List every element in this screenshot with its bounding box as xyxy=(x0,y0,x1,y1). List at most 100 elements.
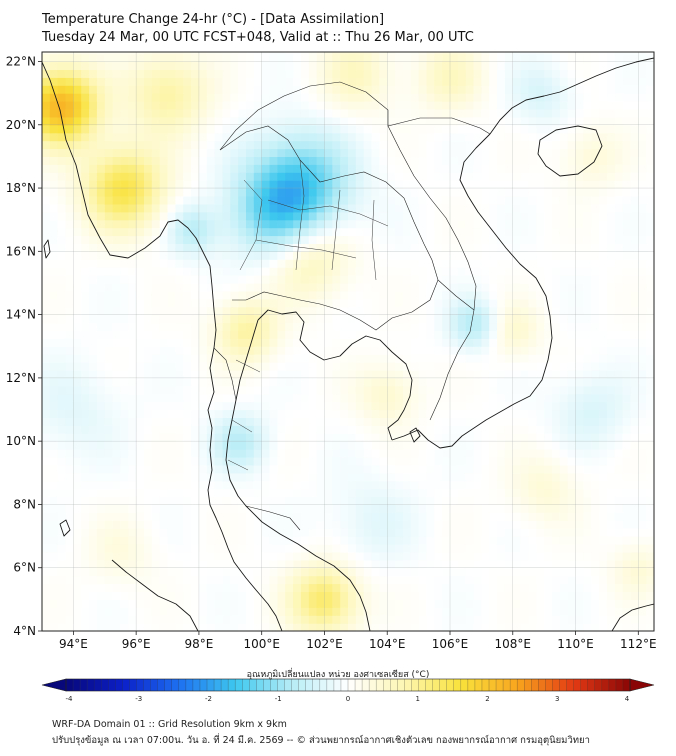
field-cell xyxy=(536,401,545,411)
field-cell xyxy=(324,575,333,585)
field-cell xyxy=(246,354,255,363)
field-cell xyxy=(434,259,443,268)
field-cell xyxy=(395,306,404,316)
field-cell xyxy=(465,283,475,292)
field-cell xyxy=(395,377,404,387)
field-cell xyxy=(497,148,506,157)
field-cell xyxy=(136,251,145,260)
field-cell xyxy=(559,591,569,600)
field-cell xyxy=(363,449,373,458)
field-cell xyxy=(520,567,529,577)
field-cell xyxy=(363,243,373,252)
field-cell xyxy=(175,140,184,150)
field-cell xyxy=(450,464,459,474)
field-cell xyxy=(465,409,475,418)
field-cell xyxy=(277,275,286,284)
field-cell xyxy=(293,583,302,592)
field-cell xyxy=(269,441,278,450)
field-cell xyxy=(191,132,200,142)
field-cell xyxy=(89,480,98,490)
field-cell xyxy=(504,219,514,229)
field-cell xyxy=(504,211,514,221)
field-cell xyxy=(379,615,388,624)
field-cell xyxy=(646,298,654,308)
field-cell xyxy=(198,354,208,363)
field-cell xyxy=(552,385,561,395)
field-cell xyxy=(434,496,443,505)
field-cell xyxy=(481,243,490,252)
field-cell xyxy=(599,536,608,545)
field-cell xyxy=(308,520,318,529)
field-cell xyxy=(418,520,427,529)
field-cell xyxy=(144,409,153,418)
field-cell xyxy=(191,156,200,165)
field-cell xyxy=(112,377,121,387)
field-cell xyxy=(544,180,553,189)
field-cell xyxy=(65,536,74,545)
field-cell xyxy=(49,219,59,229)
field-cell xyxy=(348,504,357,513)
field-cell xyxy=(81,425,90,434)
field-cell xyxy=(606,567,616,577)
field-cell xyxy=(418,496,427,505)
field-cell xyxy=(410,243,420,252)
field-cell xyxy=(183,164,192,173)
field-cell xyxy=(175,472,184,482)
field-cell xyxy=(49,338,59,347)
field-cell xyxy=(49,180,59,189)
field-cell xyxy=(497,512,506,521)
field-cell xyxy=(308,409,318,418)
field-cell xyxy=(144,512,153,521)
field-cell xyxy=(646,267,654,276)
field-cell xyxy=(355,425,365,434)
field-cell xyxy=(410,164,420,173)
field-cell xyxy=(457,164,467,173)
field-cell xyxy=(151,457,161,466)
field-cell xyxy=(536,275,545,284)
field-cell xyxy=(269,377,278,387)
field-cell xyxy=(285,243,294,252)
field-cell xyxy=(191,267,200,276)
field-cell xyxy=(606,211,616,221)
field-cell xyxy=(481,219,490,229)
field-cell xyxy=(591,267,600,276)
field-cell xyxy=(348,536,357,545)
field-cell xyxy=(371,235,380,244)
field-cell xyxy=(57,599,67,608)
field-cell xyxy=(151,520,161,529)
field-cell xyxy=(379,338,388,347)
field-cell xyxy=(175,148,184,157)
field-cell xyxy=(136,472,145,482)
field-cell xyxy=(214,544,223,553)
field-cell xyxy=(497,314,506,324)
field-cell xyxy=(340,322,349,331)
field-cell xyxy=(630,298,639,308)
field-cell xyxy=(65,140,74,150)
field-cell xyxy=(175,132,184,142)
field-cell xyxy=(465,346,475,355)
field-cell xyxy=(465,551,475,561)
field-cell xyxy=(308,457,318,466)
field-cell xyxy=(599,496,608,505)
field-cell xyxy=(57,512,67,521)
field-cell xyxy=(214,124,223,134)
field-cell xyxy=(238,283,247,292)
field-cell xyxy=(434,464,443,474)
field-cell xyxy=(269,583,278,592)
field-cell xyxy=(198,227,208,237)
field-cell xyxy=(230,267,239,276)
field-cell xyxy=(136,449,145,458)
field-cell xyxy=(504,385,514,395)
field-cell xyxy=(528,164,537,173)
field-cell xyxy=(222,188,231,197)
field-cell xyxy=(591,346,600,355)
field-cell xyxy=(269,148,278,157)
field-cell xyxy=(340,623,349,631)
field-cell xyxy=(49,346,59,355)
field-cell xyxy=(277,457,286,466)
field-cell xyxy=(387,409,396,418)
field-cell xyxy=(230,330,239,339)
field-cell xyxy=(222,496,231,505)
field-cell xyxy=(599,528,608,537)
field-cell xyxy=(646,227,654,237)
